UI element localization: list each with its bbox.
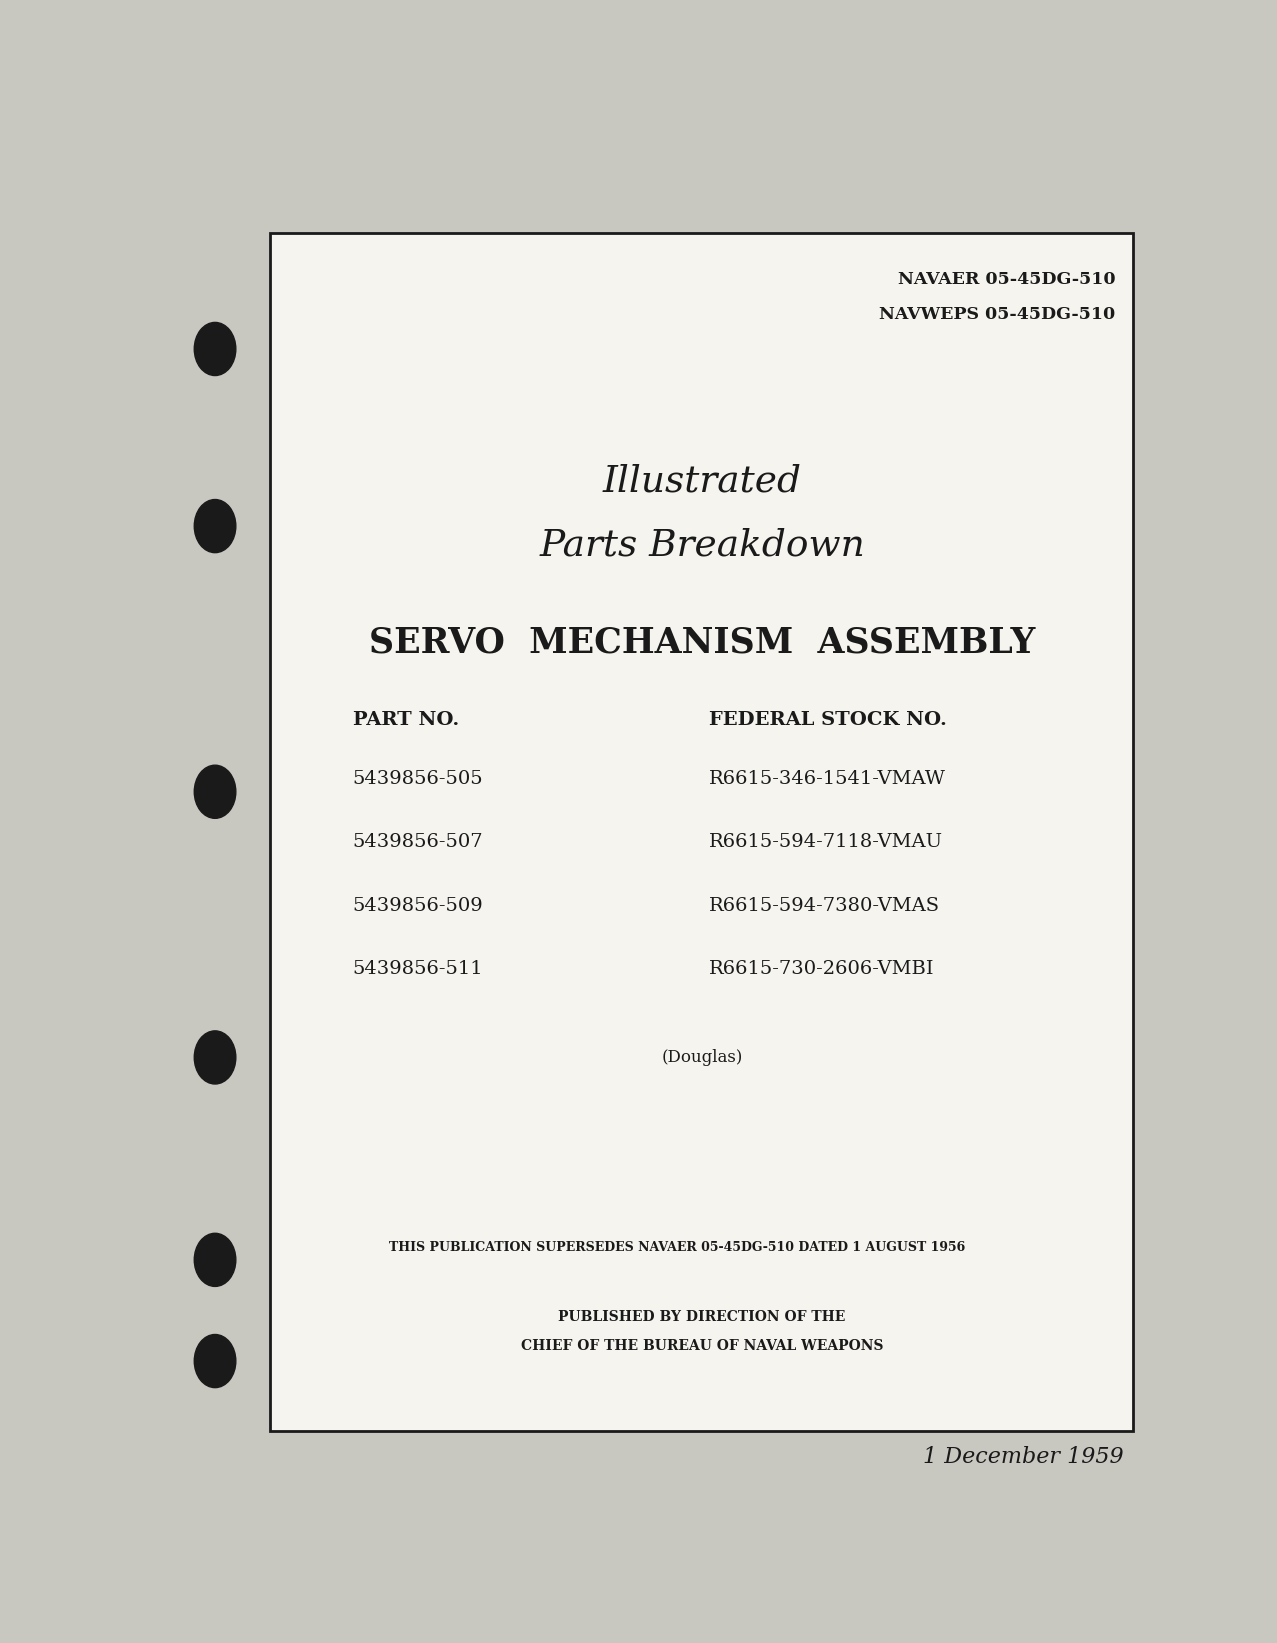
Text: 1 December 1959: 1 December 1959 (923, 1446, 1124, 1467)
Bar (271, 233, 1134, 1431)
Text: 5439856-509: 5439856-509 (352, 897, 484, 915)
Circle shape (194, 1334, 236, 1388)
Text: Parts Breakdown: Parts Breakdown (539, 527, 865, 564)
Text: R6615-594-7380-VMAS: R6615-594-7380-VMAS (709, 897, 940, 915)
Text: R6615-346-1541-VMAW: R6615-346-1541-VMAW (709, 771, 946, 789)
Text: FEDERAL STOCK NO.: FEDERAL STOCK NO. (709, 711, 946, 728)
Text: NAVAER 05-45DG-510: NAVAER 05-45DG-510 (898, 271, 1116, 288)
Text: CHIEF OF THE BUREAU OF NAVAL WEAPONS: CHIEF OF THE BUREAU OF NAVAL WEAPONS (521, 1339, 884, 1352)
Circle shape (194, 322, 236, 376)
Text: R6615-594-7118-VMAU: R6615-594-7118-VMAU (709, 833, 942, 851)
Text: 5439856-507: 5439856-507 (352, 833, 483, 851)
Text: 5439856-505: 5439856-505 (352, 771, 483, 789)
Text: (Douglas): (Douglas) (661, 1048, 743, 1066)
Text: 5439856-511: 5439856-511 (352, 960, 483, 978)
Circle shape (194, 1030, 236, 1084)
Text: PUBLISHED BY DIRECTION OF THE: PUBLISHED BY DIRECTION OF THE (558, 1309, 845, 1324)
Text: SERVO  MECHANISM  ASSEMBLY: SERVO MECHANISM ASSEMBLY (369, 626, 1036, 659)
Circle shape (194, 766, 236, 818)
Text: NAVWEPS 05-45DG-510: NAVWEPS 05-45DG-510 (880, 306, 1116, 324)
Text: THIS PUBLICATION SUPERSEDES NAVAER 05-45DG-510 DATED 1 AUGUST 1956: THIS PUBLICATION SUPERSEDES NAVAER 05-45… (389, 1240, 965, 1254)
Text: Illustrated: Illustrated (603, 463, 802, 499)
Text: PART NO.: PART NO. (352, 711, 458, 728)
Text: R6615-730-2606-VMBI: R6615-730-2606-VMBI (709, 960, 935, 978)
Circle shape (194, 1234, 236, 1286)
Circle shape (194, 499, 236, 552)
